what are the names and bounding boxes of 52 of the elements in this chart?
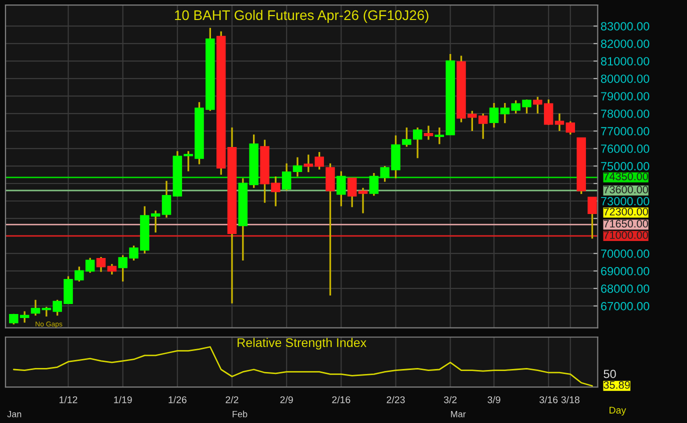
x-tick-label: 2/2 [226, 396, 238, 404]
candlestick [292, 156, 302, 178]
y-tick-label: 78000.00 [601, 110, 650, 118]
y-tick-label: 80000.00 [600, 74, 650, 83]
y-tick-label: 81000.00 [600, 57, 650, 66]
candlestick [326, 162, 335, 296]
y-tick-label: 69000.00 [601, 267, 650, 276]
x-tick-label: 3/16 [539, 396, 558, 404]
candlestick [96, 256, 106, 273]
y-tick-label: 73000.00 [601, 197, 650, 206]
y-tick-label: 67000.00 [601, 302, 650, 310]
candlestick [358, 187, 368, 214]
text: 35.89 [604, 381, 630, 389]
ref-line-label: 71000.00 [604, 231, 648, 239]
x-tick-label: 3/2 [444, 396, 457, 404]
y-tick-label: 83000.00 [600, 22, 650, 30]
x-tick-label: 3/9 [488, 396, 500, 404]
text: 72300.00 [604, 208, 648, 216]
candlestick [336, 170, 346, 208]
candlestick [30, 299, 40, 316]
text: Jan [7, 410, 22, 418]
y-tick-label: 77000.00 [601, 127, 650, 136]
text: Mar [451, 410, 466, 418]
y-tick-label: 70000.00 [601, 250, 650, 258]
x-tick-label: 2/9 [280, 396, 293, 404]
candlestick [424, 124, 434, 141]
y-tick-label: 75000.00 [601, 162, 650, 170]
candlestick [162, 180, 172, 218]
ref-line-label: 74350.00 [604, 172, 648, 180]
x-tick-label: 3/18 [561, 396, 580, 404]
x-tick-label: 2/23 [386, 396, 405, 404]
y-tick-label: 82000.00 [600, 40, 650, 48]
y-tick-label: 76000.00 [601, 144, 650, 153]
x-tick-label: 2/16 [332, 396, 350, 404]
candlestick [566, 120, 576, 136]
text: Feb [232, 410, 248, 418]
y-tick-label: 68000.00 [601, 284, 650, 293]
chart-title: 10 BAHT Gold Futures Apr-26 (GF10J26) [175, 10, 428, 23]
ref-line-label: 71650.00 [604, 220, 648, 228]
text: 50 [604, 370, 616, 378]
x-axis-title: Day [610, 406, 626, 416]
candlestick [554, 112, 564, 132]
x-tick-label: 1/19 [114, 396, 132, 404]
x-tick-label: 1/12 [60, 396, 78, 404]
candlestick [347, 177, 357, 208]
x-tick-label: 1/26 [168, 396, 186, 404]
candlestick [107, 263, 117, 276]
ref-line-label: 73600.00 [604, 186, 648, 194]
candlestick [489, 102, 499, 128]
candlestick [282, 162, 292, 192]
chart-title: Relative Strength Index [238, 338, 366, 350]
y-tick-label: 79000.00 [601, 92, 650, 100]
